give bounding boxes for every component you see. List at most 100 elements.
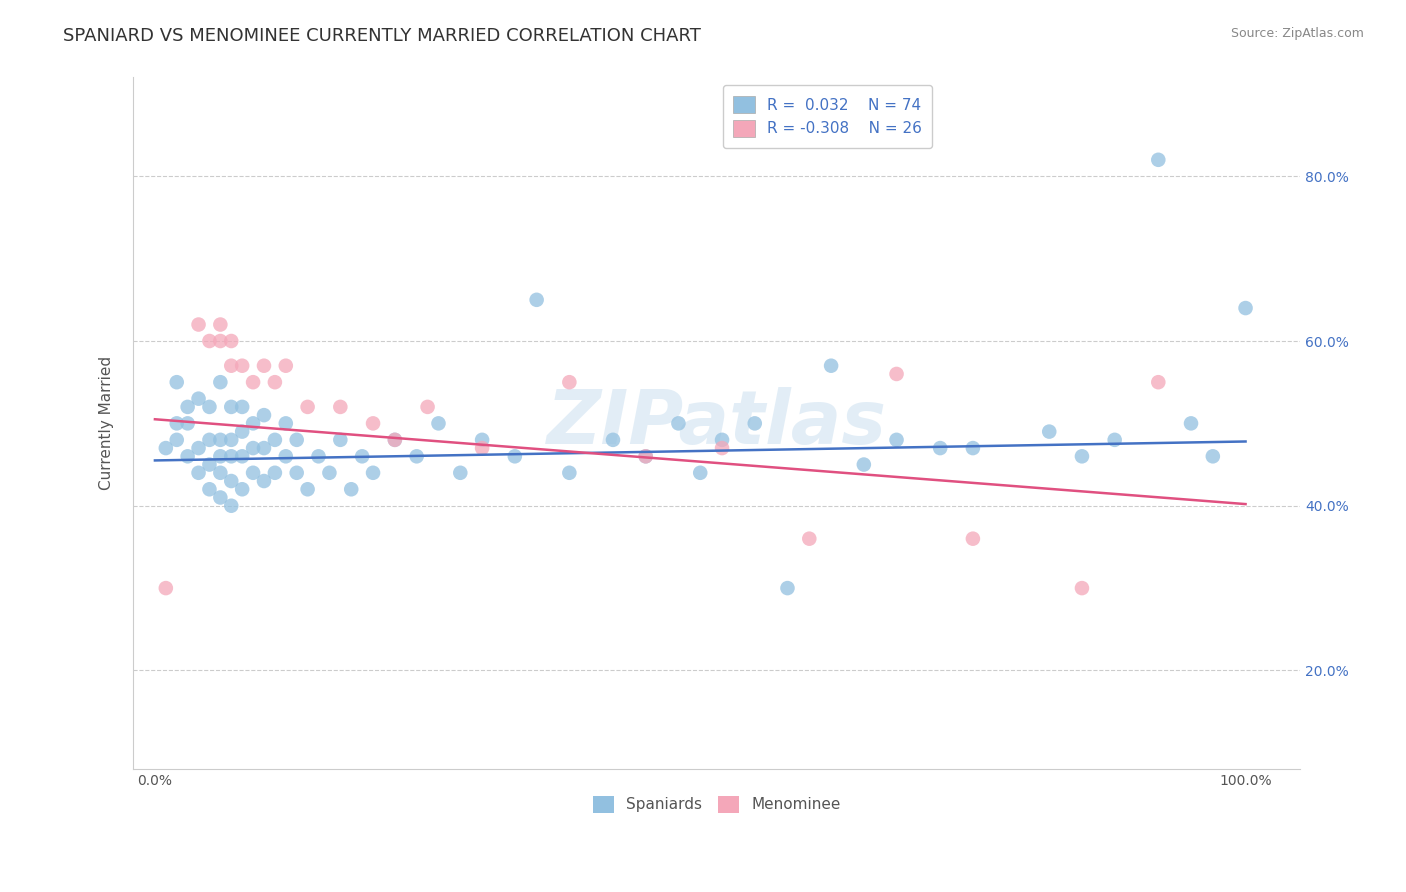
Point xyxy=(361,417,384,431)
Text: Source: ZipAtlas.com: Source: ZipAtlas.com xyxy=(1230,27,1364,40)
Point xyxy=(231,450,253,464)
Point xyxy=(198,400,221,414)
Point xyxy=(503,450,526,464)
Point xyxy=(340,483,363,497)
Point xyxy=(253,474,276,488)
Point xyxy=(219,474,242,488)
Point xyxy=(231,359,253,373)
Point xyxy=(689,466,711,480)
Point xyxy=(285,466,308,480)
Point xyxy=(799,532,821,546)
Point xyxy=(253,359,276,373)
Point xyxy=(209,466,232,480)
Point xyxy=(308,450,330,464)
Point xyxy=(711,433,734,447)
Point xyxy=(1071,450,1094,464)
Point xyxy=(329,400,352,414)
Point xyxy=(187,392,209,406)
Point xyxy=(219,400,242,414)
Point xyxy=(219,450,242,464)
Point xyxy=(558,466,581,480)
Point xyxy=(242,417,264,431)
Point xyxy=(209,450,232,464)
Point xyxy=(852,458,875,472)
Point xyxy=(209,334,232,348)
Point xyxy=(361,466,384,480)
Point xyxy=(219,334,242,348)
Point xyxy=(285,433,308,447)
Point xyxy=(1147,375,1170,389)
Point xyxy=(416,400,439,414)
Point xyxy=(274,359,297,373)
Point xyxy=(209,318,232,332)
Point xyxy=(155,441,177,455)
Point xyxy=(198,483,221,497)
Point xyxy=(264,375,287,389)
Point xyxy=(166,375,188,389)
Point xyxy=(886,433,908,447)
Point xyxy=(242,375,264,389)
Point xyxy=(318,466,340,480)
Point xyxy=(1071,581,1094,595)
Point xyxy=(1038,425,1060,439)
Point xyxy=(297,483,319,497)
Point xyxy=(264,466,287,480)
Point xyxy=(187,441,209,455)
Point xyxy=(198,433,221,447)
Point xyxy=(526,293,548,307)
Point xyxy=(209,433,232,447)
Point xyxy=(962,532,984,546)
Point xyxy=(198,334,221,348)
Point xyxy=(166,433,188,447)
Point xyxy=(886,367,908,381)
Point xyxy=(274,450,297,464)
Point xyxy=(209,491,232,505)
Point xyxy=(384,433,406,447)
Point xyxy=(668,417,690,431)
Point xyxy=(219,359,242,373)
Point xyxy=(1147,153,1170,167)
Point xyxy=(155,581,177,595)
Point xyxy=(711,441,734,455)
Point xyxy=(776,581,799,595)
Point xyxy=(1104,433,1126,447)
Point xyxy=(231,400,253,414)
Point xyxy=(558,375,581,389)
Point xyxy=(427,417,450,431)
Point xyxy=(471,433,494,447)
Point xyxy=(962,441,984,455)
Point xyxy=(329,433,352,447)
Point xyxy=(744,417,766,431)
Point xyxy=(253,408,276,422)
Point xyxy=(187,318,209,332)
Point xyxy=(176,450,198,464)
Point xyxy=(176,400,198,414)
Point xyxy=(634,450,657,464)
Point xyxy=(219,499,242,513)
Point xyxy=(209,375,232,389)
Point xyxy=(231,483,253,497)
Point xyxy=(187,466,209,480)
Point xyxy=(219,433,242,447)
Point xyxy=(297,400,319,414)
Point xyxy=(253,441,276,455)
Point xyxy=(231,425,253,439)
Point xyxy=(602,433,624,447)
Point xyxy=(176,417,198,431)
Point xyxy=(264,433,287,447)
Point xyxy=(405,450,427,464)
Point xyxy=(471,441,494,455)
Point xyxy=(1180,417,1202,431)
Point xyxy=(449,466,471,480)
Point xyxy=(1202,450,1225,464)
Y-axis label: Currently Married: Currently Married xyxy=(100,356,114,491)
Text: ZIPatlas: ZIPatlas xyxy=(547,387,887,460)
Point xyxy=(274,417,297,431)
Point xyxy=(929,441,952,455)
Point xyxy=(1234,301,1257,315)
Text: SPANIARD VS MENOMINEE CURRENTLY MARRIED CORRELATION CHART: SPANIARD VS MENOMINEE CURRENTLY MARRIED … xyxy=(63,27,702,45)
Point xyxy=(384,433,406,447)
Point xyxy=(242,441,264,455)
Point xyxy=(352,450,374,464)
Legend: Spaniards, Menominee: Spaniards, Menominee xyxy=(582,785,851,824)
